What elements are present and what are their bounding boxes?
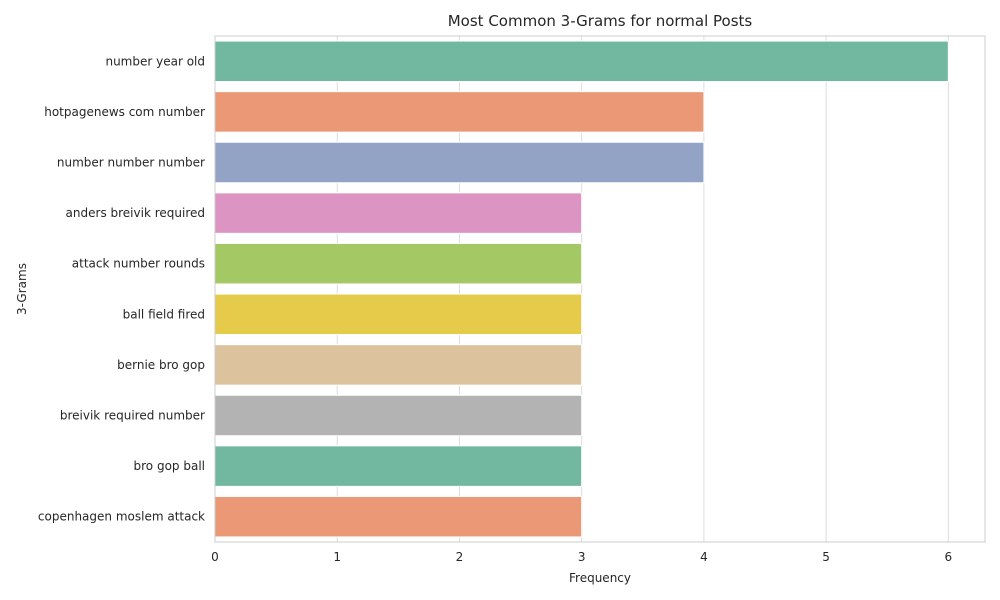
bar (214, 242, 583, 285)
x-tick-label: 0 (211, 550, 219, 564)
x-tick-label: 5 (822, 550, 830, 564)
y-tick-label: number number number (57, 156, 205, 170)
x-tick-label: 1 (333, 550, 341, 564)
x-tick-label: 2 (456, 550, 464, 564)
x-axis-label: Frequency (569, 571, 631, 585)
y-tick-label: number year old (105, 54, 205, 68)
y-axis-label: 3-Grams (15, 263, 29, 315)
y-tick-labels: number year old hotpagenews com number num… (38, 54, 205, 523)
x-tick-label: 3 (578, 550, 586, 564)
y-tick-label: bro gop ball (134, 459, 205, 473)
x-tick-labels: 0 1 2 3 4 5 6 (211, 550, 952, 564)
bar (214, 445, 583, 487)
plot-frame (214, 35, 986, 543)
y-tick-label: bernie bro gop (117, 358, 205, 372)
x-tick-label: 4 (700, 550, 708, 564)
bar (214, 141, 705, 184)
bars (214, 40, 949, 538)
y-tick-label: attack number rounds (72, 257, 205, 271)
bar (214, 344, 583, 386)
x-tick-label: 6 (945, 550, 953, 564)
bar (214, 495, 583, 538)
chart-title: Most Common 3-Grams for normal Posts (448, 12, 753, 30)
y-tick-label: copenhagen moslem attack (38, 510, 205, 524)
y-tick-label: hotpagenews com number (44, 105, 205, 119)
bar (214, 394, 583, 437)
bar (214, 192, 583, 234)
y-tick-label: ball field fired (123, 307, 205, 321)
bar (214, 293, 583, 336)
y-tick-label: breivik required number (60, 409, 205, 423)
bar (214, 40, 949, 83)
y-tick-label: anders breivik required (66, 206, 205, 220)
bar (214, 91, 705, 133)
